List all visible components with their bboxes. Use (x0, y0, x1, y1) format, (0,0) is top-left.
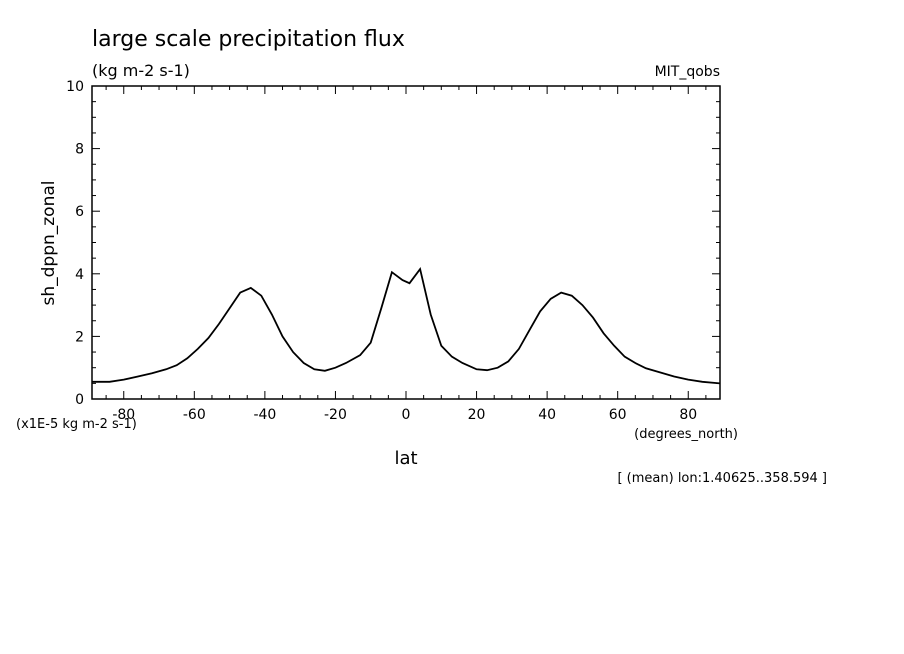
y-axis-tick-labels: 0 2 4 6 8 10 (66, 79, 84, 408)
y-axis-label: sh_dppn_zonal (39, 180, 59, 305)
y-tick-label: 4 (75, 267, 84, 283)
y-unit-label: (x1E-5 kg m-2 s-1) (16, 417, 137, 432)
x-tick-label: -40 (253, 407, 276, 423)
x-axis-ticks (105, 86, 707, 399)
x-tick-label: -20 (324, 407, 347, 423)
x-tick-label: -60 (183, 407, 206, 423)
y-tick-label: 2 (75, 329, 84, 345)
x-tick-label: 20 (468, 407, 486, 423)
x-tick-label: -80 (112, 407, 135, 423)
y-tick-label: 6 (75, 204, 84, 220)
y-tick-label: 8 (75, 142, 84, 158)
footnote: [ (mean) lon:1.40625..358.594 ] (617, 471, 827, 486)
chart-subtitle: (kg m-2 s-1) (92, 61, 190, 80)
y-axis-ticks (92, 85, 720, 400)
x-axis-tick-labels: -80 -60 -40 -20 0 20 40 60 80 (112, 407, 697, 423)
x-tick-label: 40 (538, 407, 556, 423)
dataset-label: MIT_qobs (655, 64, 720, 80)
series-line (92, 267, 721, 385)
x-tick-label: 80 (679, 407, 697, 423)
chart-title: large scale precipitation flux (92, 27, 405, 52)
y-tick-label: 10 (66, 79, 84, 95)
y-tick-label: 0 (75, 392, 84, 408)
x-axis-label: lat (394, 448, 417, 469)
x-tick-label: 60 (609, 407, 627, 423)
x-unit-label: (degrees_north) (634, 427, 738, 442)
plot-frame (91, 85, 721, 400)
x-tick-label: 0 (402, 407, 411, 423)
